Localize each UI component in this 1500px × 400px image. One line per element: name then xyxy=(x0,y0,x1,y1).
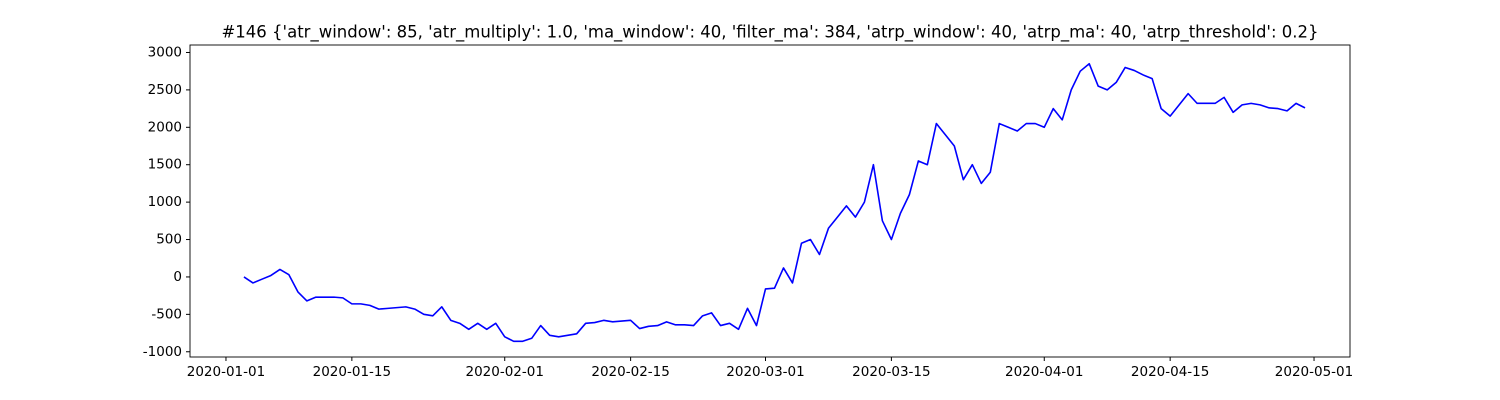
x-tick-label: 2020-03-15 xyxy=(852,364,930,380)
y-tick-label: 0 xyxy=(173,269,182,285)
y-tick-label: -500 xyxy=(151,306,182,322)
y-tick-label: 1000 xyxy=(148,194,182,210)
x-tick-label: 2020-05-01 xyxy=(1275,364,1353,380)
x-tick-label: 2020-02-01 xyxy=(465,364,543,380)
y-tick-label: 500 xyxy=(156,232,182,248)
y-tick-label: -1000 xyxy=(143,344,182,360)
chart-title: #146 {'atr_window': 85, 'atr_multiply': … xyxy=(221,23,1318,43)
x-tick-label: 2020-01-01 xyxy=(187,364,265,380)
plot-frame xyxy=(189,44,1351,358)
y-tick-label: 2000 xyxy=(148,119,182,135)
x-tick-label: 2020-01-15 xyxy=(313,364,391,380)
x-tick-label: 2020-04-15 xyxy=(1131,364,1209,380)
x-tick-label: 2020-04-01 xyxy=(1005,364,1083,380)
x-tick-label: 2020-03-01 xyxy=(726,364,804,380)
line-series xyxy=(243,62,1306,343)
y-tick-label: 1500 xyxy=(148,157,182,173)
y-tick-label: 2500 xyxy=(148,82,182,98)
y-tick-label: 3000 xyxy=(148,44,182,60)
x-tick-label: 2020-02-15 xyxy=(591,364,669,380)
